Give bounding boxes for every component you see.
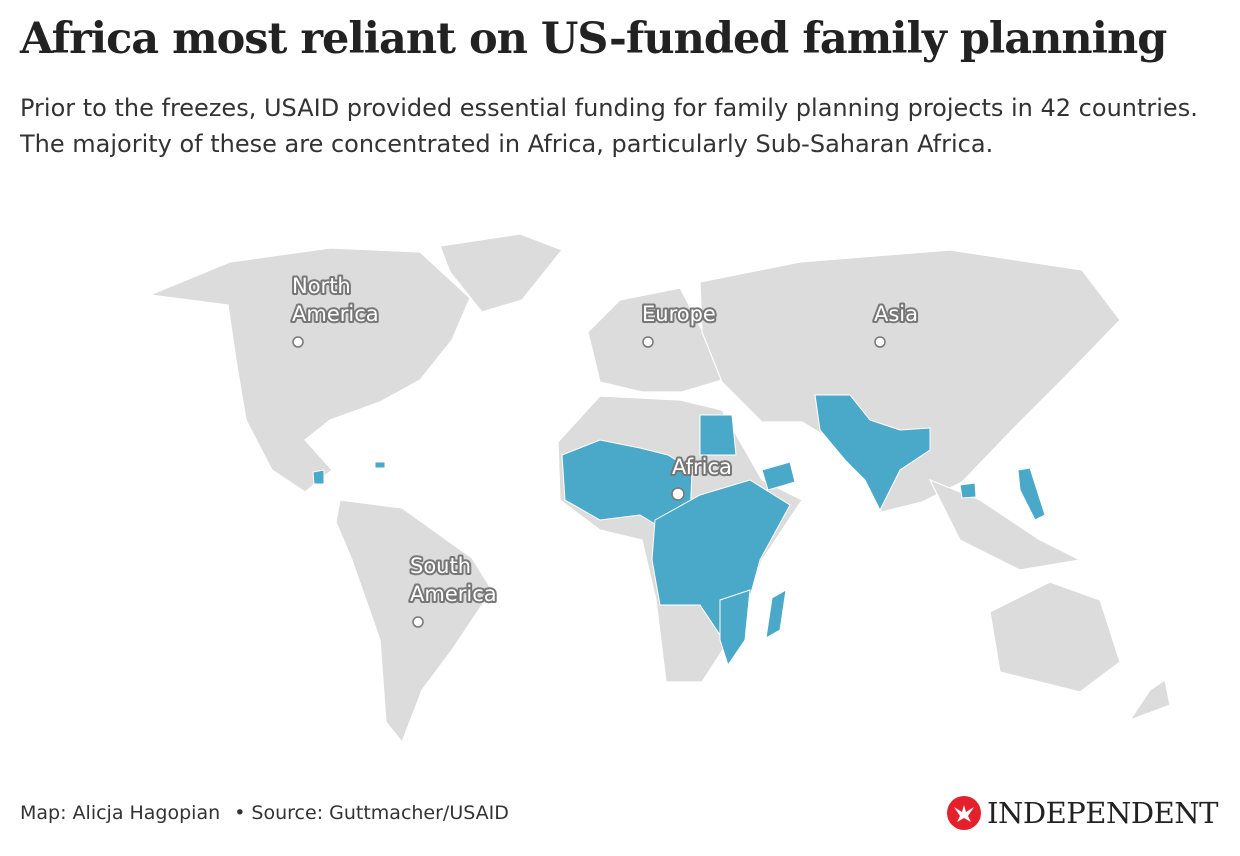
label-europe: Europe bbox=[642, 302, 716, 326]
europe-marker bbox=[642, 336, 654, 348]
label-north-america-2: America bbox=[292, 302, 379, 326]
philippines bbox=[1017, 467, 1046, 521]
label-asia: Asia bbox=[874, 302, 918, 326]
funded-countries bbox=[312, 394, 1046, 667]
subtitle: Prior to the freezes, USAID provided ess… bbox=[20, 94, 1198, 158]
footer: Map: Alicja Hagopian • Source: Guttmache… bbox=[20, 802, 509, 824]
south-america-marker bbox=[412, 616, 424, 628]
yemen bbox=[761, 461, 796, 491]
world-map: North America Europe Asia Africa South A… bbox=[147, 233, 1171, 744]
haiti bbox=[374, 461, 386, 469]
cambodia bbox=[959, 482, 977, 499]
credit: Map: Alicja Hagopian bbox=[20, 802, 221, 824]
page-title: Africa most reliant on US-funded family … bbox=[20, 14, 1167, 64]
egypt bbox=[699, 414, 737, 456]
greenland bbox=[439, 233, 563, 313]
eagle-icon bbox=[947, 796, 982, 830]
label-south-america-1: South bbox=[410, 554, 471, 578]
north-america-marker bbox=[292, 336, 304, 348]
independent-logo: INDEPENDENT bbox=[947, 796, 1218, 830]
south-asia bbox=[814, 394, 931, 512]
label-north-america-1: North bbox=[292, 274, 351, 298]
logo-text: INDEPENDENT bbox=[987, 796, 1218, 830]
asia-marker bbox=[874, 336, 886, 348]
southeast-asia bbox=[928, 478, 1082, 571]
new-zealand bbox=[1128, 679, 1171, 722]
north-america bbox=[147, 247, 471, 493]
region-labels: North America Europe Asia Africa South A… bbox=[290, 272, 920, 628]
guatemala bbox=[312, 469, 325, 485]
label-africa: Africa bbox=[672, 455, 732, 479]
source: • Source: Guttmacher/USAID bbox=[234, 802, 509, 824]
australia bbox=[989, 581, 1121, 693]
mozambique bbox=[719, 589, 751, 667]
africa-marker bbox=[671, 487, 685, 501]
madagascar bbox=[765, 589, 787, 639]
label-south-america-2: America bbox=[410, 582, 497, 606]
